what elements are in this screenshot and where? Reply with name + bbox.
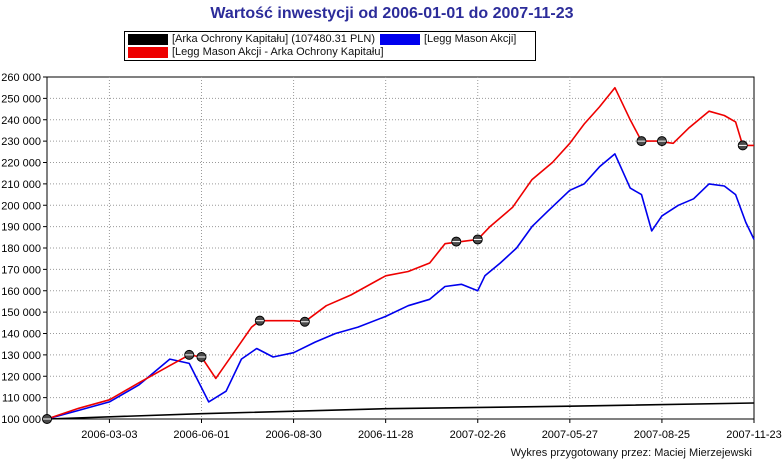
legend-label-arka: [Arka Ochrony Kapitału] (107480.31 PLN) [172, 33, 376, 45]
x-tick-label: 2006-08-30 [265, 429, 321, 441]
y-tick-label: 150 000 [1, 307, 41, 319]
y-tick-label: 110 000 [2, 393, 41, 405]
y-tick-label: 130 000 [1, 350, 41, 362]
y-tick-label: 200 000 [1, 200, 41, 212]
y-tick-label: 260 000 [1, 72, 41, 84]
legend-label-switch: [Legg Mason Akcji - Arka Ochrony Kapitał… [172, 46, 384, 58]
y-tick-label: 190 000 [1, 222, 41, 234]
legend-item-arka: [Arka Ochrony Kapitału] (107480.31 PLN) [128, 33, 375, 46]
series-line-legg [46, 153, 755, 420]
x-tick-label: 2007-08-25 [634, 429, 690, 441]
y-tick-label: 220 000 [1, 158, 41, 170]
y-tick-label: 160 000 [1, 286, 41, 298]
legend-item-switch: [Legg Mason Akcji - Arka Ochrony Kapitał… [128, 46, 384, 59]
y-tick-label: 180 000 [1, 243, 41, 255]
y-tick-label: 210 000 [1, 179, 41, 191]
chart-title: Wartość inwestycji od 2006-01-01 do 2007… [210, 5, 574, 22]
y-tick-label: 230 000 [1, 136, 41, 148]
series-line-arka [46, 402, 755, 420]
x-tick-label: 2006-11-28 [358, 429, 413, 441]
legend: [Arka Ochrony Kapitału] (107480.31 PLN) … [124, 31, 536, 61]
legend-swatch-switch [128, 46, 168, 58]
x-tick-label: 2006-03-03 [81, 429, 137, 441]
y-tick-label: 140 000 [1, 329, 41, 341]
y-tick-label: 240 000 [1, 115, 41, 127]
legend-item-legg: [Legg Mason Akcji] [380, 33, 516, 46]
y-tick-label: 100 000 [1, 414, 41, 426]
y-tick-label: 250 000 [1, 93, 41, 105]
series-line-switch [46, 86, 754, 420]
x-tick-label: 2006-06-01 [173, 429, 229, 441]
legend-label-legg: [Legg Mason Akcji] [424, 33, 517, 45]
y-tick-label: 170 000 [1, 264, 41, 276]
x-tick-label: 2007-05-27 [542, 429, 598, 441]
credit-text: Wykres przygotowany przez: Maciej Mierze… [510, 447, 752, 459]
x-tick-label: 2007-11-23 [726, 429, 781, 441]
legend-swatch-legg [380, 33, 420, 45]
y-tick-label: 120 000 [1, 371, 41, 383]
x-tick-label: 2007-02-26 [450, 429, 506, 441]
legend-swatch-arka [128, 33, 168, 45]
